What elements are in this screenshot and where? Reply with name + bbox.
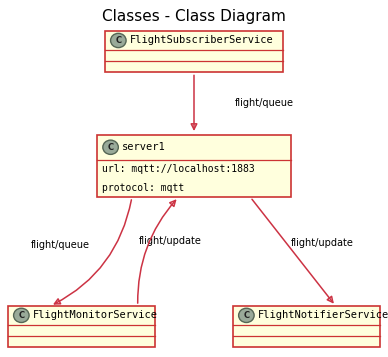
Text: flight/update: flight/update xyxy=(291,238,353,248)
Text: C: C xyxy=(115,36,121,45)
Text: Classes - Class Diagram: Classes - Class Diagram xyxy=(102,9,286,24)
Text: protocol: mqtt: protocol: mqtt xyxy=(102,183,184,193)
Text: flight/queue: flight/queue xyxy=(235,98,294,108)
Text: flight/update: flight/update xyxy=(139,236,202,246)
Text: server1: server1 xyxy=(122,142,166,152)
Text: FlightSubscriberService: FlightSubscriberService xyxy=(130,35,274,45)
Circle shape xyxy=(239,308,254,322)
Circle shape xyxy=(111,33,126,47)
Text: FlightNotifierService: FlightNotifierService xyxy=(258,310,388,320)
Text: C: C xyxy=(18,311,24,320)
Circle shape xyxy=(103,140,118,154)
Text: C: C xyxy=(243,311,249,320)
Bar xyxy=(8,306,155,347)
Bar xyxy=(105,31,283,72)
Circle shape xyxy=(14,308,29,322)
Text: FlightMonitorService: FlightMonitorService xyxy=(33,310,158,320)
Text: flight/queue: flight/queue xyxy=(31,240,90,250)
Bar xyxy=(233,306,380,347)
Bar xyxy=(97,135,291,197)
Text: C: C xyxy=(107,143,114,152)
Text: url: mqtt://localhost:1883: url: mqtt://localhost:1883 xyxy=(102,164,255,174)
